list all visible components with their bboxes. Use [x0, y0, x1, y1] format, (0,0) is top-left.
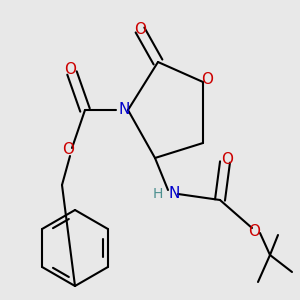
Text: N: N [168, 187, 180, 202]
Text: O: O [64, 62, 76, 77]
Text: O: O [201, 73, 213, 88]
Text: O: O [248, 224, 260, 238]
Text: H: H [153, 187, 163, 201]
Text: O: O [221, 152, 233, 166]
Text: O: O [134, 22, 146, 38]
Text: N: N [118, 103, 130, 118]
Text: O: O [62, 142, 74, 158]
